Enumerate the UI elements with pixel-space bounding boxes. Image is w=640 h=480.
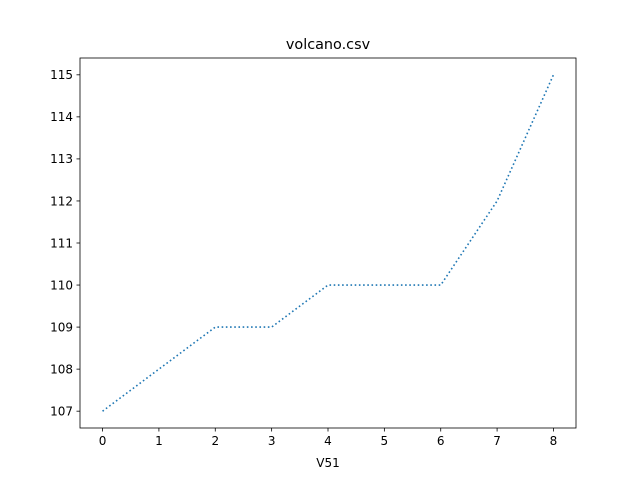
chart-title: volcano.csv — [286, 37, 371, 53]
x-tick-label-1: 1 — [155, 434, 163, 448]
series-line-0 — [102, 74, 555, 412]
y-tick-label-108: 108 — [50, 362, 73, 376]
x-tick-label-6: 6 — [437, 434, 445, 448]
x-tick-label-7: 7 — [493, 434, 501, 448]
x-tick-label-2: 2 — [211, 434, 219, 448]
series-layer — [102, 74, 555, 412]
y-tick-label-111: 111 — [50, 236, 73, 250]
y-tick-label-113: 113 — [50, 152, 73, 166]
y-tick-label-112: 112 — [50, 194, 73, 208]
x-tick-label-3: 3 — [268, 434, 276, 448]
y-tick-label-110: 110 — [50, 278, 73, 292]
x-tick-label-5: 5 — [381, 434, 389, 448]
plot-area-frame — [79, 57, 577, 429]
x-tick-label-8: 8 — [550, 434, 558, 448]
y-tick-label-109: 109 — [50, 320, 73, 334]
x-tick-label-4: 4 — [324, 434, 332, 448]
x-axis-label: V51 — [316, 456, 339, 470]
ticks-layer: 0 1 2 3 4 5 6 7 8 107 108 109 110 111 112 113 114 115 — [50, 68, 557, 448]
y-tick-label-114: 114 — [50, 110, 73, 124]
x-tick-label-0: 0 — [99, 434, 107, 448]
y-tick-label-107: 107 — [50, 404, 73, 418]
y-tick-label-115: 115 — [50, 68, 73, 82]
